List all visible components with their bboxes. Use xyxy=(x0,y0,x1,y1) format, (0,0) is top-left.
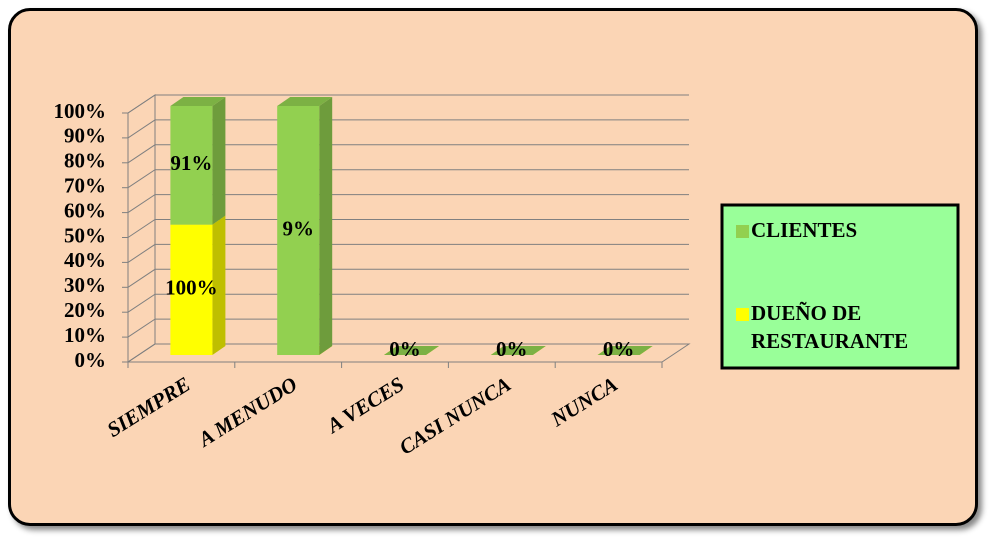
grid-line xyxy=(127,194,689,214)
legend-line: DUEÑO DE xyxy=(751,301,861,325)
y-tick-label: 20% xyxy=(64,298,106,322)
data-label: 0% xyxy=(603,337,635,361)
data-label: 9% xyxy=(282,216,314,240)
grid-line xyxy=(127,318,689,338)
y-tick-label: 50% xyxy=(64,223,106,247)
data-label: 100% xyxy=(165,276,218,300)
legend-swatch xyxy=(736,225,749,238)
y-tick-label: 10% xyxy=(64,323,106,347)
bar xyxy=(277,97,333,355)
x-tick-label: A MENUDO xyxy=(192,372,301,452)
bar xyxy=(384,346,439,355)
bar-front xyxy=(170,224,213,355)
x-tick-label: CASI NUNCA xyxy=(395,372,515,459)
y-tick-label: 100% xyxy=(54,99,107,123)
y-tick-label: 40% xyxy=(64,248,106,272)
grid-line xyxy=(127,119,689,139)
bar xyxy=(170,97,226,225)
bar-top xyxy=(597,346,653,355)
bar-side xyxy=(319,97,333,355)
x-tick-label: SIEMPRE xyxy=(103,372,195,442)
bar xyxy=(597,346,653,355)
bar-side xyxy=(212,97,226,225)
legend-line: RESTAURANTE xyxy=(751,329,908,353)
bar-top xyxy=(170,97,226,106)
legend-label: CLIENTES xyxy=(751,218,857,242)
y-tick-label: 80% xyxy=(64,149,106,173)
bar-front xyxy=(170,106,213,225)
grid-line xyxy=(127,243,689,263)
legend-swatch xyxy=(736,308,749,321)
y-tick-label: 70% xyxy=(64,174,106,198)
grid-line xyxy=(127,219,689,238)
legend-box xyxy=(720,203,960,370)
grid-line xyxy=(127,293,689,313)
bar-top xyxy=(490,346,546,355)
grid-line xyxy=(127,94,689,114)
bar-top xyxy=(277,97,333,106)
y-tick-label: 0% xyxy=(75,348,107,372)
bar-side xyxy=(212,215,226,355)
grid-line xyxy=(127,144,689,164)
grid-line xyxy=(127,343,689,363)
x-tick-label: NUNCA xyxy=(546,372,622,432)
x-tick-label: A VECES xyxy=(321,372,408,439)
bar-top xyxy=(384,346,439,355)
bar xyxy=(490,346,546,355)
data-label: 91% xyxy=(170,151,212,175)
grid-line xyxy=(127,169,689,189)
y-tick-label: 60% xyxy=(64,198,106,222)
grid-line xyxy=(127,268,689,288)
legend: CLIENTES DUEÑO DE RESTAURANTE xyxy=(720,203,960,370)
data-label: 0% xyxy=(389,337,421,361)
y-tick-label: 30% xyxy=(64,273,106,297)
y-tick-label: 90% xyxy=(64,124,106,148)
data-label: 0% xyxy=(496,337,528,361)
bar-front xyxy=(277,106,320,355)
legend-label: DUEÑO DE RESTAURANTE xyxy=(751,301,908,353)
